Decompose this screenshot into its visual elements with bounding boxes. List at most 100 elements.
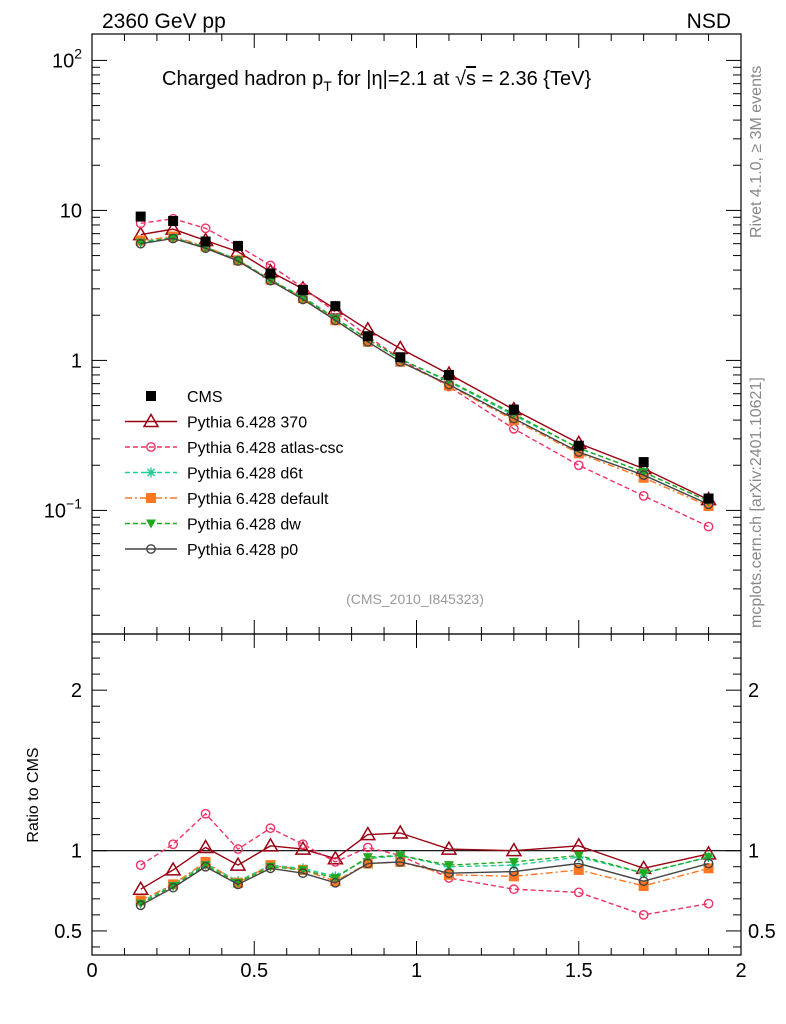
ratio-point-dw (297, 865, 308, 875)
legend-label-p370: Pythia 6.428 370 (187, 415, 307, 432)
x-tick-label: 1.5 (565, 960, 593, 982)
series-line-p0 (140, 237, 709, 505)
title-text-mid: for |η|=2.1 at (332, 68, 455, 90)
ratio-point-atlas (265, 823, 276, 834)
point-cms (265, 268, 276, 279)
title-text: Charged hadron p (162, 68, 323, 90)
point-atlas (638, 490, 649, 501)
point-cms (703, 493, 714, 504)
series-line-p370 (140, 228, 709, 501)
legend-marker-default (146, 493, 156, 503)
ratio-point-p0 (233, 879, 243, 890)
ratio-point-p370 (229, 856, 247, 871)
ratio-point-p0 (703, 858, 714, 869)
series-line-d6t (140, 236, 709, 502)
ratio-point-p0 (200, 861, 211, 872)
ratio-point-p370 (391, 824, 409, 839)
series-line-dw (140, 237, 709, 502)
ratio-point-atlas (362, 842, 373, 853)
ratio-point-p0 (168, 882, 179, 893)
ratio-y-tick-label: 0.5 (54, 921, 82, 943)
legend-marker-atlas (146, 442, 156, 452)
point-cms (395, 352, 406, 363)
sqrt-sign: √ (455, 68, 466, 90)
ratio-point-p0 (330, 877, 341, 888)
ratio-line-p0 (140, 861, 709, 906)
point-p0 (168, 233, 179, 244)
ratio-point-atlas (573, 887, 584, 898)
x-tick-label: 2 (735, 960, 746, 982)
ratio-y-tick-label-right: 1 (748, 841, 759, 863)
ratio-point-dw (638, 869, 649, 879)
ratio-point-p370 (570, 837, 588, 852)
legend-marker-p0 (146, 544, 156, 554)
point-p0 (135, 238, 146, 249)
x-tick-label: 0.5 (240, 960, 268, 982)
series-line-atlas (140, 218, 709, 528)
ratio-line-dw (140, 854, 709, 905)
point-cms (135, 211, 146, 222)
x-tick-label: 1 (411, 960, 422, 982)
ratio-point-p370 (505, 842, 523, 857)
ratio-point-atlas (638, 909, 649, 920)
point-atlas (573, 460, 584, 471)
point-cms (362, 331, 373, 342)
point-p0 (233, 256, 243, 266)
title-text-post: = 2.36 {TeV} (476, 68, 591, 90)
legend-marker-d6t (146, 467, 156, 478)
ratio-y-tick-label: 2 (71, 680, 82, 702)
point-p0 (444, 379, 454, 390)
ratio-point-p0 (135, 900, 146, 911)
ratio-point-atlas (233, 844, 243, 854)
ratio-point-p0 (508, 866, 519, 877)
ratio-point-p0 (638, 876, 649, 887)
rivet-version-label: Rivet 4.1.0, ≥ 3M events (748, 66, 765, 238)
ratio-point-default (573, 864, 584, 875)
point-cms (330, 301, 341, 312)
point-cms (200, 236, 211, 247)
ratio-point-atlas (135, 860, 146, 871)
ratio-line-atlas (140, 812, 709, 916)
y-tick-label: 10−1 (44, 495, 82, 522)
point-p0 (330, 315, 341, 326)
point-default (508, 415, 519, 426)
legend-label-d6t: Pythia 6.428 d6t (187, 466, 303, 483)
point-cms (297, 284, 308, 295)
point-p0 (298, 294, 308, 305)
analysis-label: (CMS_2010_I845323) (346, 591, 484, 607)
legend-label-default: Pythia 6.428 default (187, 491, 329, 508)
ratio-point-p370 (132, 880, 149, 895)
point-cms (573, 440, 584, 451)
point-cms (233, 240, 244, 251)
point-cms (508, 404, 519, 415)
ratio-point-p0 (298, 868, 308, 879)
ratio-panel: 0 0.5 1 1.5 20.5 0.51 12 2 (54, 633, 776, 982)
ratio-point-p370 (262, 837, 279, 852)
point-p0 (638, 470, 649, 480)
ratio-point-p370 (164, 861, 182, 876)
point-default (573, 448, 584, 459)
legend-label-cms: CMS (187, 389, 223, 406)
legend-marker-dw (146, 519, 156, 529)
legend-label-dw: Pythia 6.428 dw (187, 517, 301, 534)
ratio-point-atlas (508, 884, 519, 895)
point-atlas (200, 223, 211, 234)
ratio-point-p0 (444, 868, 454, 879)
legend-marker-p370 (142, 413, 160, 428)
ratio-point-p370 (327, 850, 344, 865)
point-default (638, 472, 649, 483)
ratio-point-atlas (330, 857, 341, 867)
ratio-point-p0 (362, 858, 373, 869)
ratio-point-p0 (395, 857, 406, 867)
y-tick-label: 10 (60, 200, 82, 222)
ratio-y-tick-label-right: 0.5 (748, 921, 776, 943)
ratio-y-tick-label-right: 2 (748, 680, 759, 702)
legend: CMS Pythia 6.428 370 Pythia 6.428 atlas-cs… (125, 389, 344, 559)
process-label: NSD (687, 10, 731, 33)
title-subscript: T (323, 78, 332, 94)
energy-label: 2360 GeV pp (102, 10, 226, 33)
ratio-point-atlas (200, 808, 211, 819)
ratio-point-dw (573, 851, 584, 861)
ratio-point-p0 (265, 863, 276, 874)
ratio-point-atlas (298, 839, 308, 850)
